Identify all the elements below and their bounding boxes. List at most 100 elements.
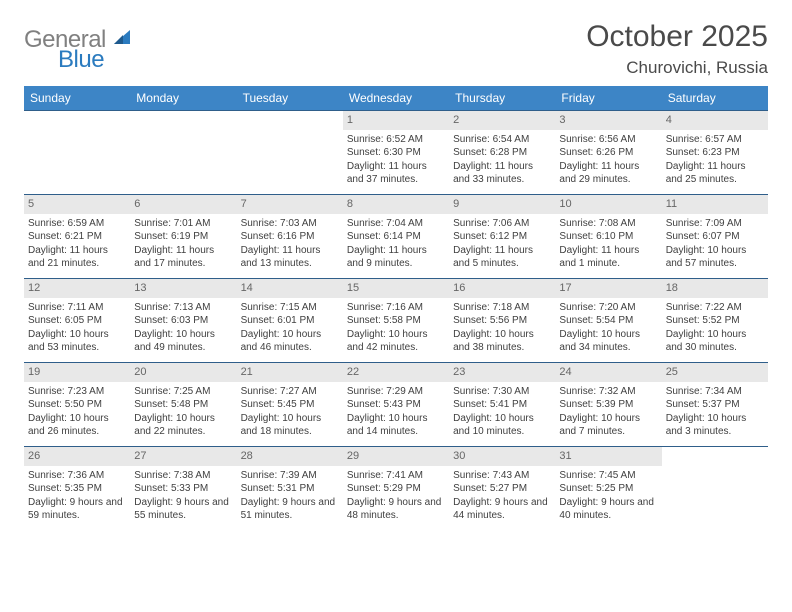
day-cell: 19 Sunrise: 7:23 AMSunset: 5:50 PMDayligh… [24, 363, 130, 447]
day-cell: 12Sunrise: 7:11 AMSunset: 6:05 PMDayligh… [24, 279, 130, 363]
day-cell: 20Sunrise: 7:25 AMSunset: 5:48 PMDayligh… [130, 363, 236, 447]
sunset-line: Sunset: 6:16 PM [241, 230, 339, 244]
daylight-line: Daylight: 10 hours and 14 minutes. [347, 412, 445, 439]
day-cell: 8Sunrise: 7:04 AMSunset: 6:14 PMDaylight… [343, 195, 449, 279]
day-number: 10 [555, 195, 661, 214]
day-cell: 11Sunrise: 7:09 AMSunset: 6:07 PMDayligh… [662, 195, 768, 279]
daylight-line: Daylight: 10 hours and 26 minutes. [28, 412, 126, 439]
sunrise-line: Sunrise: 7:41 AM [347, 469, 445, 483]
sunset-line: Sunset: 6:14 PM [347, 230, 445, 244]
sunset-line: Sunset: 6:10 PM [559, 230, 657, 244]
sunrise-line: Sunrise: 7:04 AM [347, 217, 445, 231]
sunset-line: Sunset: 5:45 PM [241, 398, 339, 412]
day-cell: 21Sunrise: 7:27 AMSunset: 5:45 PMDayligh… [237, 363, 343, 447]
daylight-line: Daylight: 9 hours and 59 minutes. [28, 496, 126, 523]
day-cell: 23 Sunrise: 7:30 AMSunset: 5:41 PMDayligh… [449, 363, 555, 447]
daylight-line: Daylight: 10 hours and 46 minutes. [241, 328, 339, 355]
daylight-line: Daylight: 11 hours and 25 minutes. [666, 160, 764, 187]
weekday-friday: Friday [555, 86, 661, 111]
day-cell: 14Sunrise: 7:15 AMSunset: 6:01 PMDayligh… [237, 279, 343, 363]
calendar-row: 19Sunrise: 7:23 AMSunset: 5:50 PMDayligh… [24, 363, 768, 447]
daylight-line: Daylight: 10 hours and 10 minutes. [453, 412, 551, 439]
sunset-line: Sunset: 6:30 PM [347, 146, 445, 160]
weekday-sunday: Sunday [24, 86, 130, 111]
daylight-line: Daylight: 10 hours and 22 minutes. [134, 412, 232, 439]
daylight-line: Daylight: 11 hours and 21 minutes. [28, 244, 126, 271]
daylight-line: Daylight: 9 hours and 55 minutes. [134, 496, 232, 523]
weekday-saturday: Saturday [662, 86, 768, 111]
daylight-line: Daylight: 10 hours and 34 minutes. [559, 328, 657, 355]
day-number: 8 [343, 195, 449, 214]
day-number: 6 [130, 195, 236, 214]
day-number: 15 [343, 279, 449, 298]
day-number: 23 [449, 363, 555, 382]
sunset-line: Sunset: 6:23 PM [666, 146, 764, 160]
day-cell: 22Sunrise: 7:29 AMSunset: 5:43 PMDayligh… [343, 363, 449, 447]
day-number: 31 [555, 447, 661, 466]
sunrise-line: Sunrise: 7:16 AM [347, 301, 445, 315]
day-number: 12 [24, 279, 130, 298]
daylight-line: Daylight: 9 hours and 48 minutes. [347, 496, 445, 523]
daylight-line: Daylight: 10 hours and 38 minutes. [453, 328, 551, 355]
sunrise-line: Sunrise: 7:13 AM [134, 301, 232, 315]
sunrise-line: Sunrise: 7:23 AM [28, 385, 126, 399]
day-number: 1 [343, 111, 449, 130]
day-cell: 3Sunrise: 6:56 AMSunset: 6:26 PMDaylight… [555, 111, 661, 195]
day-cell: 6Sunrise: 7:01 AMSunset: 6:19 PMDaylight… [130, 195, 236, 279]
logo-sail-icon [112, 28, 132, 53]
daylight-line: Daylight: 11 hours and 13 minutes. [241, 244, 339, 271]
daylight-line: Daylight: 10 hours and 18 minutes. [241, 412, 339, 439]
daylight-line: Daylight: 10 hours and 57 minutes. [666, 244, 764, 271]
calendar-table: Sunday Monday Tuesday Wednesday Thursday… [24, 86, 768, 531]
day-number: 25 [662, 363, 768, 382]
sunrise-line: Sunrise: 7:39 AM [241, 469, 339, 483]
sunrise-line: Sunrise: 6:54 AM [453, 133, 551, 147]
daylight-line: Daylight: 10 hours and 3 minutes. [666, 412, 764, 439]
daylight-line: Daylight: 10 hours and 7 minutes. [559, 412, 657, 439]
daylight-line: Daylight: 11 hours and 1 minute. [559, 244, 657, 271]
day-cell: 26Sunrise: 7:36 AMSunset: 5:35 PMDayligh… [24, 447, 130, 531]
day-cell: 27Sunrise: 7:38 AMSunset: 5:33 PMDayligh… [130, 447, 236, 531]
sunrise-line: Sunrise: 7:01 AM [134, 217, 232, 231]
daylight-line: Daylight: 9 hours and 44 minutes. [453, 496, 551, 523]
day-cell: 30Sunrise: 7:43 AMSunset: 5:27 PMDayligh… [449, 447, 555, 531]
day-number: 29 [343, 447, 449, 466]
day-number: 3 [555, 111, 661, 130]
sunrise-line: Sunrise: 7:06 AM [453, 217, 551, 231]
sunset-line: Sunset: 5:58 PM [347, 314, 445, 328]
day-number: 13 [130, 279, 236, 298]
day-cell: 17Sunrise: 7:20 AMSunset: 5:54 PMDayligh… [555, 279, 661, 363]
sunset-line: Sunset: 5:33 PM [134, 482, 232, 496]
calendar-body: 1 Sunrise: 6:52 AMSunset: 6:30 PM Daylight… [24, 111, 768, 531]
logo-text-blue: Blue [58, 46, 104, 74]
header: General Blue October 2025 Churovichi, Ru… [24, 20, 768, 78]
sunset-line: Sunset: 5:37 PM [666, 398, 764, 412]
daylight-line: Daylight: 10 hours and 53 minutes. [28, 328, 126, 355]
sunrise-line: Sunrise: 7:29 AM [347, 385, 445, 399]
sunset-line: Sunset: 6:28 PM [453, 146, 551, 160]
sunrise-line: Sunrise: 7:30 AM [453, 385, 551, 399]
day-number: 2 [449, 111, 555, 130]
empty-cell [237, 111, 343, 195]
sunset-line: Sunset: 6:01 PM [241, 314, 339, 328]
weekday-tuesday: Tuesday [237, 86, 343, 111]
day-cell: 25Sunrise: 7:34 AMSunset: 5:37 PMDayligh… [662, 363, 768, 447]
daylight-line: Daylight: 9 hours and 40 minutes. [559, 496, 657, 523]
sunrise-line: Sunrise: 7:38 AM [134, 469, 232, 483]
day-number: 19 [24, 363, 130, 382]
sunrise-line: Sunrise: 7:09 AM [666, 217, 764, 231]
sunrise-line: Sunrise: 7:03 AM [241, 217, 339, 231]
day-number: 4 [662, 111, 768, 130]
sunset-line: Sunset: 6:26 PM [559, 146, 657, 160]
sunrise-line: Sunrise: 7:45 AM [559, 469, 657, 483]
sunset-line: Sunset: 5:41 PM [453, 398, 551, 412]
day-cell: 4Sunrise: 6:57 AMSunset: 6:23 PMDaylight… [662, 111, 768, 195]
sunrise-line: Sunrise: 7:32 AM [559, 385, 657, 399]
daylight-line: Daylight: 11 hours and 29 minutes. [559, 160, 657, 187]
sunrise-line: Sunrise: 6:52 AM [347, 133, 445, 147]
sunrise-line: Sunrise: 7:18 AM [453, 301, 551, 315]
sunset-line: Sunset: 6:12 PM [453, 230, 551, 244]
calendar-row: 12Sunrise: 7:11 AMSunset: 6:05 PMDayligh… [24, 279, 768, 363]
calendar-row: 5Sunrise: 6:59 AMSunset: 6:21 PMDaylight… [24, 195, 768, 279]
sunset-line: Sunset: 5:50 PM [28, 398, 126, 412]
